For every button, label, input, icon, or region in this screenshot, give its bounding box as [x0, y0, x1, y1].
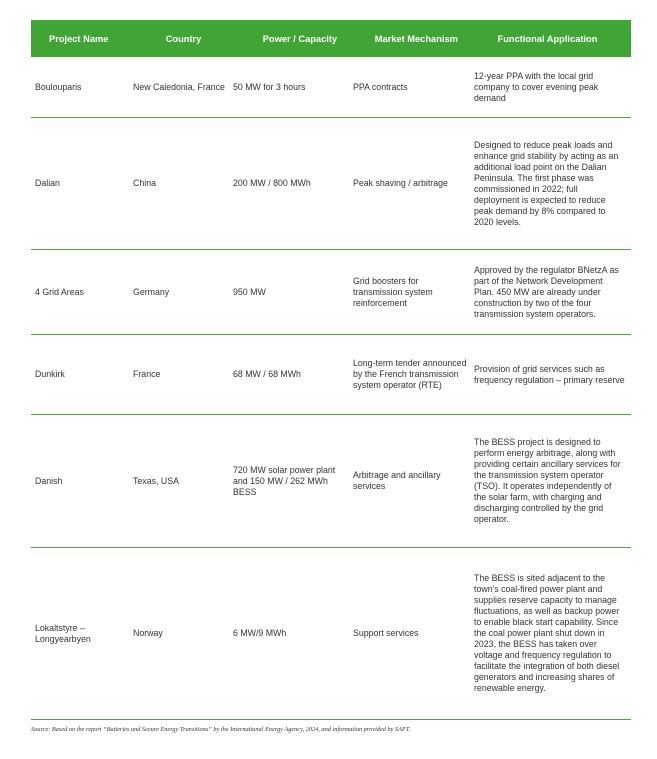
cell-country: Texas, USA [133, 475, 179, 486]
cell-country: China [133, 178, 156, 188]
cell-country: Norway [133, 628, 163, 638]
table-row: Boulouparis New Caledonia, France 50 MW fo… [31, 57, 631, 118]
header-project-name: Project Name [49, 33, 109, 44]
cell-power: 200 MW / 800 MWh [233, 178, 311, 188]
cell-power: 950 MW [233, 286, 266, 297]
cell-application: Designed to reduce peak loads and enhanc… [474, 139, 619, 227]
cell-market: Peak shaving / arbitrage [353, 178, 448, 188]
source-note: Source: Based on the report “Batteries a… [31, 726, 411, 733]
cell-application: The BESS project is designed to perform … [474, 437, 621, 524]
header-country: Country [165, 33, 202, 44]
cell-power: 6 MW/9 MWh [233, 628, 287, 638]
table-header: Project Name Country Power / Capacity Ma… [31, 20, 631, 57]
cell-power: 50 MW for 3 hours [233, 81, 306, 92]
table-row: Dunkirk France 68 MW / 68 MWh Long-term ten… [31, 335, 631, 415]
cell-project: Danish [35, 475, 63, 486]
cell-market: Long-term tender announced by the French… [353, 358, 467, 390]
cell-country: France [133, 369, 161, 379]
cell-application: Approved by the regulator BNetzA as part… [474, 264, 619, 319]
cell-project: Dunkirk [35, 369, 65, 379]
cell-application: Provision of grid services such as frequ… [474, 363, 625, 385]
cell-country: New Caledonia, France [133, 81, 225, 92]
cell-project: Dalian [35, 178, 60, 188]
cell-power: 68 MW / 68 MWh [233, 369, 301, 379]
header-functional-application: Functional Application [497, 33, 598, 44]
header-power-capacity: Power / Capacity [262, 33, 338, 44]
cell-application: The BESS is sited adjacent to the town's… [474, 573, 620, 693]
cell-project: 4 Grid Areas [35, 286, 84, 297]
cell-market: PPA contracts [353, 81, 408, 92]
cell-project: Boulouparis [35, 81, 82, 92]
cell-project: Lokaltstyre – Longyearbyen [35, 622, 91, 644]
header-market-mechanism: Market Mechanism [374, 33, 458, 44]
cell-application: 12-year PPA with the local grid company … [474, 70, 599, 103]
cell-power: 720 MW solar power plant and 150 MW / 26… [233, 464, 336, 497]
cell-market: Arbitrage and ancillary services [353, 470, 441, 491]
cell-country: Germany [133, 286, 170, 297]
cell-market: Support services [353, 628, 419, 638]
projects-table: Project Name Country Power / Capacity Ma… [31, 20, 631, 720]
table-row: Dalian China 200 MW / 800 MWh Peak shaving … [31, 118, 631, 250]
table-row: 4 Grid Areas Germany 950 MW Grid boosters f… [31, 250, 631, 335]
table-row: Danish Texas, USA 720 MW solar power plant… [31, 415, 631, 548]
table-row: Lokaltstyre – Longyearbyen Norway 6 MW/9 M… [31, 548, 631, 720]
cell-market: Grid boosters for transmission system re… [353, 275, 433, 308]
